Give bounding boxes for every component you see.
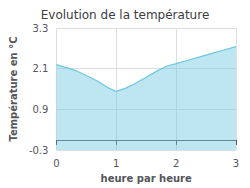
svg-text:3.3: 3.3 bbox=[33, 23, 49, 34]
svg-text:0.9: 0.9 bbox=[33, 104, 49, 115]
svg-text:3: 3 bbox=[233, 158, 239, 169]
svg-text:heure par heure: heure par heure bbox=[101, 173, 192, 184]
svg-text:1: 1 bbox=[113, 158, 119, 169]
svg-text:-0.3: -0.3 bbox=[29, 145, 49, 156]
svg-text:Température en °C: Température en °C bbox=[8, 36, 19, 141]
svg-text:0: 0 bbox=[53, 158, 59, 169]
svg-text:2: 2 bbox=[173, 158, 179, 169]
svg-text:Evolution de la température: Evolution de la température bbox=[41, 8, 210, 22]
svg-text:2.1: 2.1 bbox=[33, 63, 49, 74]
